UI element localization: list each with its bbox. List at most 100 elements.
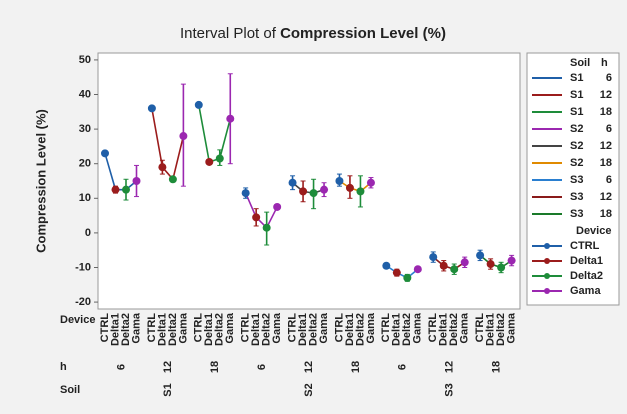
group-line [339,180,372,193]
group-line [432,256,466,271]
legend-label: S2 [570,140,583,152]
mean-marker [252,213,261,222]
legend-label: S2 [570,123,583,135]
mean-marker [439,261,448,270]
y-tick-label: 40 [79,88,91,100]
h-label: 12 [162,361,174,373]
mean-marker [205,157,214,166]
y-tick-label: -20 [75,296,91,308]
device-label: CTRL [193,313,205,343]
device-label: Delta2 [214,313,226,346]
device-label: Delta2 [307,313,319,346]
device-label: Delta1 [250,313,262,346]
mean-marker [429,253,438,262]
y-tick-label: 20 [79,158,91,170]
group-line [479,254,513,269]
legend-label: Delta2 [570,270,603,282]
group-line [151,108,185,181]
legend-marker [544,273,550,279]
legend-label: 18 [600,208,612,220]
device-label: Gama [224,312,236,343]
mean-marker [226,114,235,123]
device-label: Delta2 [401,313,413,346]
legend-label: S2 [570,157,583,169]
mean-marker [299,187,308,196]
legend-label: S1 [570,106,583,118]
group-line [385,265,419,279]
device-label: Delta1 [391,313,403,346]
device-label: CTRL [474,313,486,343]
h-label: 18 [490,361,502,373]
device-label: Delta2 [354,313,366,346]
legend-title: Device [576,225,611,237]
mean-marker [403,273,412,282]
device-label: CTRL [99,313,111,343]
mean-marker [168,175,177,184]
mean-marker [122,185,130,194]
legend-label: S1 [570,89,583,101]
mean-marker [273,202,282,211]
device-label: Gama [271,312,283,343]
mean-marker [241,189,250,198]
device-label: Gama [318,312,330,343]
title-text: Interval Plot of [180,25,277,42]
legend-label: 18 [600,106,612,118]
mean-marker [309,189,318,198]
y-tick-label: 30 [79,123,91,135]
device-label: CTRL [380,313,392,343]
legend-label: 12 [600,140,612,152]
mean-marker [262,223,271,232]
legend-label: 18 [600,157,612,169]
chart-title: Interval Plot of Compression Level (%) [180,25,446,42]
device-label: Delta2 [495,313,507,346]
device-label: Delta1 [438,313,450,346]
y-tick-label: 10 [79,192,91,204]
h-label: 6 [115,364,127,370]
device-label: Gama [177,312,189,343]
legend-title: Soil [570,57,590,69]
mean-marker [356,187,365,196]
legend-label: Gama [570,285,601,297]
mean-marker [147,104,156,113]
mean-marker [132,177,141,185]
legend-title: h [601,57,608,69]
device-label: Delta1 [297,313,309,346]
legend-label: S3 [570,191,583,203]
mean-marker [497,263,506,272]
h-label: 12 [444,361,456,373]
device-label: Gama [412,312,424,343]
device-label: Delta2 [120,313,132,346]
legend-label: S1 [570,72,583,84]
h-label: 18 [350,361,362,373]
legend-label: 6 [606,123,612,135]
group-line [197,104,232,164]
legend-label: 6 [606,174,612,186]
soil-label: S2 [303,383,315,396]
legend-label: CTRL [570,240,600,252]
mean-marker [450,265,459,274]
device-label: Delta2 [167,313,179,346]
legend-label: 12 [600,191,612,203]
mean-marker [476,251,485,260]
mean-marker [392,268,401,277]
y-tick-label: 0 [85,227,91,239]
y-axis-label: Compression Level (%) [33,109,48,253]
legend-marker [544,258,550,264]
group-line [244,192,278,230]
device-label: Gama [365,312,377,343]
row-label: Device [60,314,95,326]
group-line [104,153,138,191]
device-label: Delta2 [448,313,460,346]
plot-area [97,52,521,310]
y-tick-label: -10 [75,261,91,273]
mean-marker [194,100,203,109]
mean-marker [158,163,167,172]
device-label: Delta1 [203,313,215,346]
device-label: Delta1 [156,313,168,346]
group-line [292,182,325,194]
mean-marker [413,265,422,274]
legend-label: S3 [570,174,583,186]
row-label: Soil [60,384,80,396]
